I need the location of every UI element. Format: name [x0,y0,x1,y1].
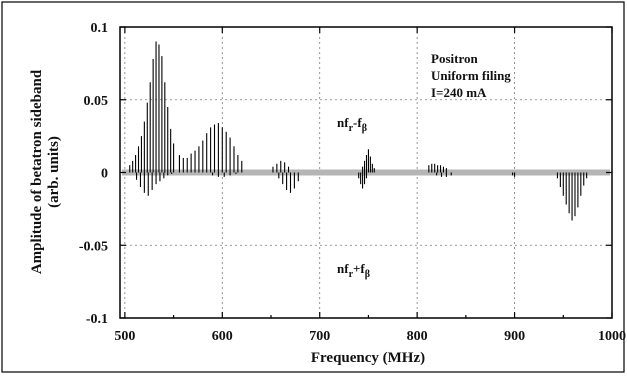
annot-upper-sub1: r [349,123,354,134]
x-tick-label: 1000 [598,329,626,344]
x-tick-label: 700 [309,329,330,344]
annot-lower-sub1: r [349,269,354,280]
x-axis-title: Frequency (MHz) [311,350,425,366]
legend-line-positron: Positron [431,51,478,66]
legend-line-current: I=240 mA [431,85,487,100]
annot-upper-mid: -f [353,115,362,130]
y-axis-title-line2: (arb. units) [46,136,62,208]
y-tick-label: -0.05 [79,239,108,254]
figure-border [1,1,625,373]
annotation-nfr-plus-fbeta: nfr+fβ [337,261,370,280]
y-axis-title-line1: Amplitude of betatron sideband [29,69,45,274]
x-tick-label: 800 [407,329,428,344]
x-tick-label: 600 [212,329,233,344]
legend-line-uniform-filing: Uniform filing [431,68,511,83]
bars-layer [129,41,588,221]
annot-upper-sub2: β [362,123,367,134]
tick-labels-layer: 500 600 700 800 900 1000 0.1 0.05 0 -0.05 -0.1 [79,21,626,344]
ticks-layer [120,26,613,319]
annot-lower-mid: +f [353,261,365,276]
y-tick-label: 0.05 [84,94,109,109]
y-tick-label: -0.1 [86,312,108,327]
y-tick-label: 0 [101,167,108,182]
x-tick-label: 900 [504,329,525,344]
y-tick-label: 0.1 [91,21,109,36]
annot-lower-sub2: β [365,269,370,280]
annotation-nfr-minus-fbeta: nfr-fβ [337,115,367,134]
x-tick-label: 500 [114,329,135,344]
annot-lower-main: nf [337,261,349,276]
annot-upper-main: nf [337,115,349,130]
